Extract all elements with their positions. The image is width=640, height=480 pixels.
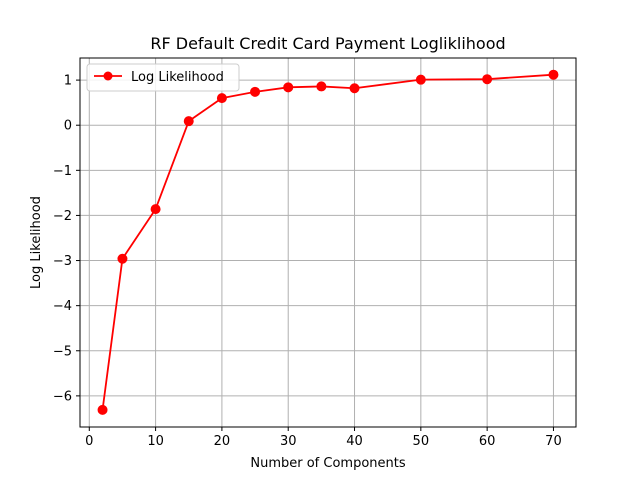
y-tick-label: −2 — [53, 209, 72, 224]
data-point — [117, 253, 128, 264]
plot-frame — [79, 57, 577, 428]
data-point — [349, 83, 360, 94]
x-tick-label: 0 — [85, 434, 93, 449]
x-tick-label: 60 — [479, 434, 496, 449]
x-axis-label: Number of Components — [250, 456, 405, 471]
data-point — [415, 74, 426, 85]
y-tick-label: 1 — [64, 74, 72, 89]
x-tick-label: 40 — [346, 434, 363, 449]
legend-label: Log Likelihood — [131, 70, 224, 85]
y-axis-label: Log Likelihood — [29, 196, 44, 289]
data-point — [216, 93, 227, 104]
y-tick-label: −3 — [53, 254, 72, 269]
data-point — [250, 86, 261, 97]
series-line — [101, 73, 554, 410]
y-tick-label: 0 — [64, 119, 72, 134]
grid — [80, 58, 576, 427]
series-layer — [97, 69, 559, 415]
y-tick-label: −6 — [53, 389, 72, 404]
data-point — [97, 404, 108, 415]
x-tick-label: 20 — [214, 434, 231, 449]
y-tick-label: −5 — [53, 344, 72, 359]
data-point — [482, 74, 493, 85]
legend-box — [86, 63, 240, 92]
data-point — [548, 69, 559, 80]
y-tick-label: −4 — [53, 299, 72, 314]
data-point — [150, 204, 161, 215]
x-tick-label: 70 — [545, 434, 562, 449]
legend-marker — [103, 71, 113, 81]
legend: Log Likelihood — [86, 63, 240, 92]
x-tick-label: 30 — [280, 434, 297, 449]
y-tick-label: −1 — [53, 164, 72, 179]
x-tick-label: 50 — [413, 434, 430, 449]
data-point — [183, 116, 194, 127]
data-point — [316, 81, 327, 92]
chart-title: RF Default Credit Card Payment Logliklih… — [150, 34, 505, 53]
x-tick-label: 10 — [147, 434, 164, 449]
data-point — [283, 82, 294, 93]
ticks: 0 10 20 30 40 50 60 70 −6 −5 −4 −3 −2 −1 0 1 — [53, 74, 562, 449]
